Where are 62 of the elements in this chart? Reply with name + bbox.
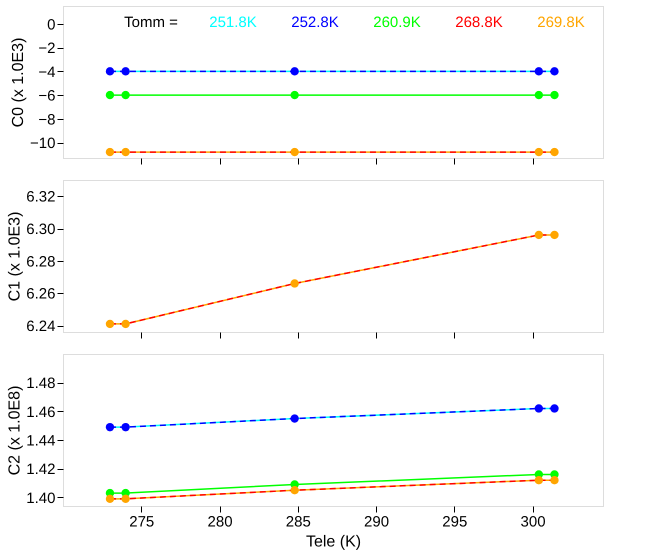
point xyxy=(534,476,544,484)
text: 251.8K xyxy=(209,14,257,31)
y-axis-title: C0 (x 1.0E3) xyxy=(10,38,28,128)
x-tick-label: 295 xyxy=(442,514,468,530)
point xyxy=(121,90,130,100)
point xyxy=(106,67,114,76)
text: 268.8K xyxy=(455,14,503,31)
point xyxy=(550,230,559,240)
x-tick-label: 275 xyxy=(129,514,154,530)
y-tick-label: 6.30 xyxy=(26,221,56,238)
point xyxy=(106,494,114,504)
y-tick-label: −6 xyxy=(38,88,56,105)
point xyxy=(534,90,544,100)
y-tick-label: 1.42 xyxy=(26,461,56,478)
y-tick-label: 1.48 xyxy=(26,375,56,392)
point xyxy=(121,148,130,156)
y-tick-label: −10 xyxy=(30,135,56,152)
point xyxy=(106,148,114,156)
x-tick-label: 280 xyxy=(208,514,233,530)
text: 252.8K xyxy=(291,14,339,31)
y-tick-label: 6.32 xyxy=(26,188,56,206)
y-tick-label: 1.46 xyxy=(26,404,56,421)
y-tick-label: −4 xyxy=(38,64,56,81)
y-tick-label: 6.24 xyxy=(26,318,56,336)
x-tick-label: 300 xyxy=(520,514,546,530)
point xyxy=(550,148,559,156)
x-tick-label: 290 xyxy=(364,514,390,530)
y-tick-label: 6.26 xyxy=(26,286,56,303)
point xyxy=(106,320,114,328)
point xyxy=(534,67,544,76)
legend-title: Tomm = xyxy=(124,14,178,31)
point xyxy=(121,422,130,432)
point xyxy=(550,404,559,413)
point xyxy=(290,148,299,156)
point xyxy=(290,486,299,494)
point xyxy=(290,279,299,288)
text: 260.9K xyxy=(373,14,421,31)
point xyxy=(534,148,544,156)
y-tick-label: 1.44 xyxy=(26,432,56,450)
x-tick-label: 285 xyxy=(286,514,311,530)
y-axis-title: C1 (x 1.0E3) xyxy=(6,212,24,302)
point xyxy=(290,414,299,423)
y-tick-label: 0 xyxy=(47,16,56,34)
point xyxy=(534,404,544,413)
point xyxy=(534,230,544,240)
point xyxy=(106,90,114,100)
point xyxy=(550,90,559,100)
text: 269.8K xyxy=(537,14,585,31)
y-tick-label: 6.28 xyxy=(26,253,56,270)
point xyxy=(106,422,114,432)
y-axis-title: C2 (x 1.0E8) xyxy=(6,386,24,476)
point xyxy=(121,67,130,76)
y-tick-label: −2 xyxy=(38,40,56,58)
point xyxy=(290,67,299,76)
point xyxy=(290,90,299,100)
y-tick-label: −8 xyxy=(38,111,56,128)
y-tick-label: 1.40 xyxy=(26,490,56,507)
point xyxy=(121,494,130,504)
point xyxy=(550,476,559,484)
point xyxy=(550,67,559,76)
point xyxy=(121,320,130,328)
x-axis-title: Tele (K) xyxy=(306,534,362,550)
